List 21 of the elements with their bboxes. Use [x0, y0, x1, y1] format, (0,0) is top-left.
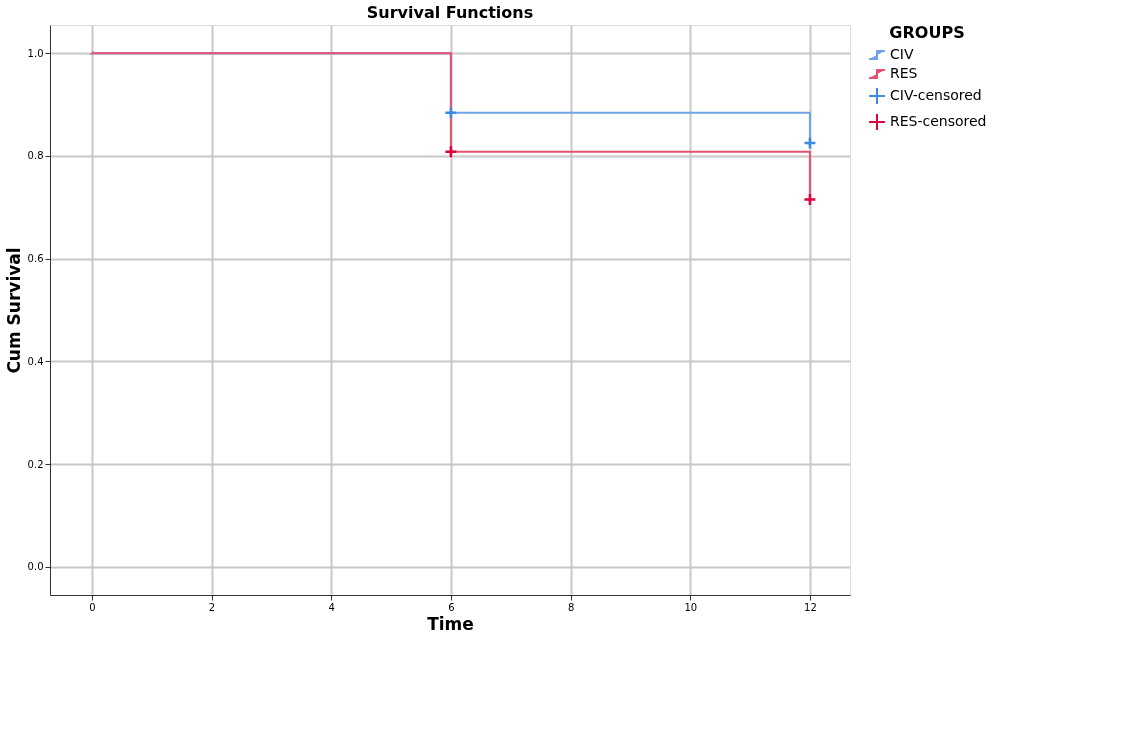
legend-label: RES [890, 65, 918, 81]
x-tick-label: 4 [328, 601, 335, 613]
y-tick-label: 1.0 [27, 47, 44, 59]
x-tick-label: 6 [448, 601, 455, 613]
x-tick-label: 12 [804, 601, 817, 613]
y-tick-label: 0.0 [27, 561, 44, 573]
legend-label: CIV-censored [890, 87, 982, 103]
y-tick-label: 0.8 [27, 150, 44, 162]
y-tick-label: 0.2 [27, 458, 44, 470]
x-tick-label: 0 [89, 601, 96, 613]
chart-title: Survival Functions [366, 3, 534, 22]
x-tick-label: 2 [208, 601, 216, 613]
x-axis-title: Time [427, 613, 474, 634]
y-tick-label: 0.6 [27, 253, 44, 265]
x-tick-label: 10 [684, 601, 698, 613]
x-tick-label: 8 [567, 601, 575, 613]
y-axis-title: Cum Survival [3, 247, 24, 374]
legend-label: RES-censored [890, 113, 987, 129]
y-tick-label: 0.4 [27, 355, 44, 367]
legend-label: CIV [890, 46, 914, 62]
legend-title: GROUPS [889, 23, 965, 42]
